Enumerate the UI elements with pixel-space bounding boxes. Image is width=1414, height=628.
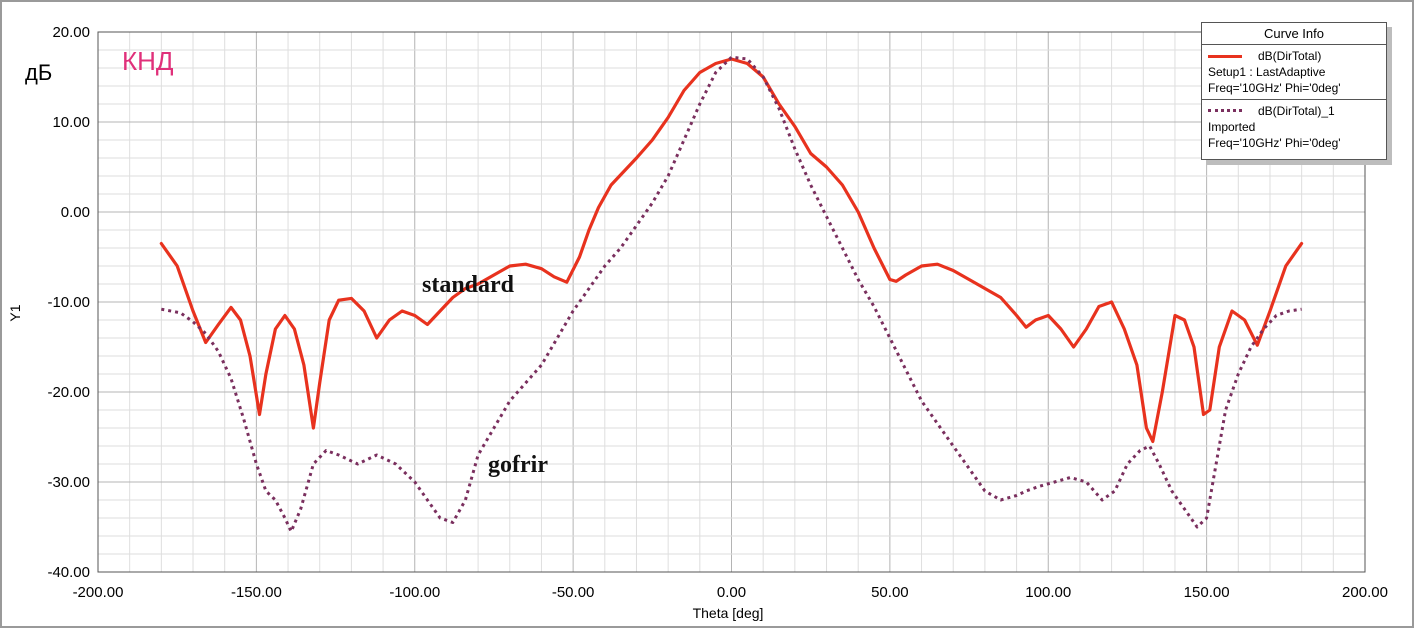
- y-tick-label: -40.00: [47, 564, 90, 581]
- x-tick-label: 0.00: [717, 584, 746, 601]
- annotation-gofrir: gofrir: [488, 452, 548, 478]
- y-tick-label: 20.00: [52, 24, 90, 41]
- y-tick-label: 0.00: [61, 204, 90, 221]
- x-tick-label: 100.00: [1025, 584, 1071, 601]
- series-line-standard[interactable]: [159, 57, 1304, 444]
- legend-swatch-dotted: [1208, 109, 1242, 112]
- legend-entry-name: dB(DirTotal)_1: [1258, 104, 1335, 118]
- x-axis-title: Theta [deg]: [693, 605, 764, 621]
- grid: [97, 31, 1366, 573]
- legend-swatch-solid: [1208, 55, 1242, 58]
- x-tick-label: 50.00: [871, 584, 909, 601]
- series-lines[interactable]: [159, 55, 1304, 533]
- x-tick-label: -50.00: [552, 584, 595, 601]
- y-tick-label: -20.00: [47, 384, 90, 401]
- series-line-gofrir[interactable]: [161, 55, 1302, 533]
- plot-area-border: [97, 31, 1366, 573]
- x-tick-label: -200.00: [73, 584, 124, 601]
- legend-entry-standard[interactable]: dB(DirTotal) Setup1 : LastAdaptive Freq=…: [1202, 45, 1386, 99]
- legend-entry-line: Imported: [1208, 120, 1256, 134]
- y-tick-label: 10.00: [52, 114, 90, 131]
- y-tick-label: -10.00: [47, 294, 90, 311]
- y-axis-title: Y1: [7, 304, 23, 321]
- legend-entry-line: Setup1 : LastAdaptive: [1208, 65, 1326, 79]
- curve-info-legend[interactable]: Curve Info dB(DirTotal) Setup1 : LastAda…: [1201, 22, 1387, 160]
- tick-labels: -200.00 -150.00 -100.00 -50.00 0.00 50.00 100.…: [47, 24, 1387, 601]
- legend-entry-line: Freq='10GHz' Phi='0deg': [1208, 81, 1341, 95]
- x-tick-label: -100.00: [389, 584, 440, 601]
- unit-label: дБ: [25, 60, 53, 85]
- x-tick-label: 150.00: [1184, 584, 1230, 601]
- legend-entry-gofrir[interactable]: dB(DirTotal)_1 Imported Freq='10GHz' Phi…: [1202, 99, 1386, 154]
- legend-entry-line: Freq='10GHz' Phi='0deg': [1208, 136, 1341, 150]
- legend-entry-name: dB(DirTotal): [1258, 49, 1322, 63]
- x-tick-label: -150.00: [231, 584, 282, 601]
- legend-title: Curve Info: [1202, 23, 1386, 45]
- x-tick-label: 200.00: [1342, 584, 1388, 601]
- annotation-standard: standard: [422, 272, 515, 298]
- y-tick-label: -30.00: [47, 474, 90, 491]
- knd-label: КНД: [122, 46, 174, 76]
